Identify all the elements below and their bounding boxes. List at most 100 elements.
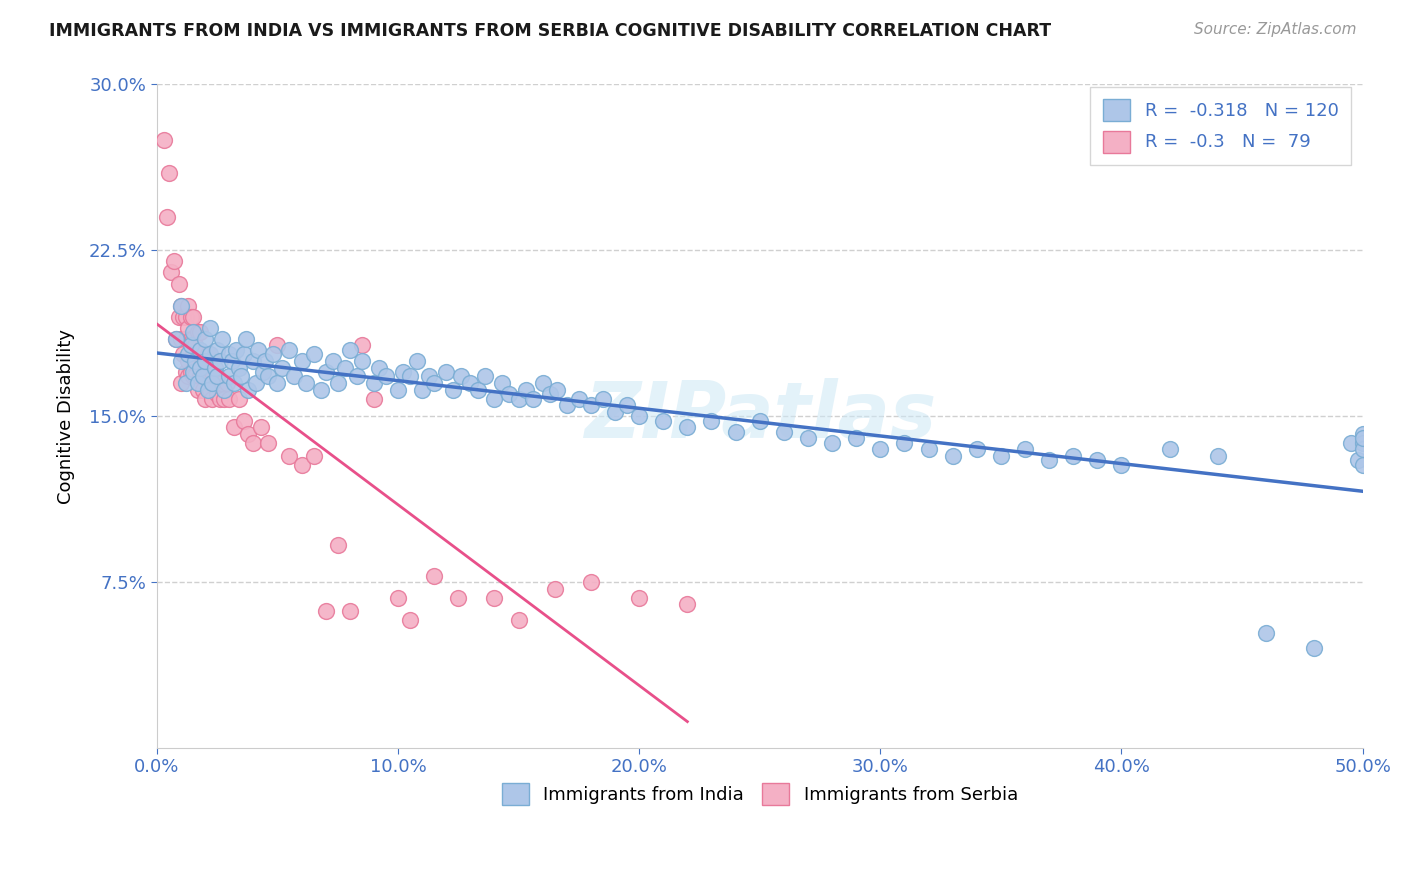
Point [399, 369, 422, 384]
Point [188, 347, 211, 361]
Point [603, 405, 626, 419]
Point [942, 449, 965, 463]
Point [197, 383, 219, 397]
Point [447, 591, 470, 605]
Point [271, 360, 294, 375]
Point [181, 332, 204, 346]
Point [214, 383, 236, 397]
Point [177, 347, 200, 361]
Point [411, 383, 433, 397]
Point [363, 376, 385, 390]
Point [225, 343, 247, 357]
Point [157, 166, 180, 180]
Point [197, 347, 219, 361]
Point [188, 343, 211, 357]
Point [546, 383, 568, 397]
Text: Source: ZipAtlas.com: Source: ZipAtlas.com [1194, 22, 1357, 37]
Point [153, 133, 176, 147]
Point [333, 360, 356, 375]
Point [218, 369, 240, 384]
Point [177, 369, 200, 384]
Point [363, 392, 385, 406]
Point [187, 376, 209, 390]
Point [1159, 442, 1181, 457]
Point [205, 387, 228, 401]
Point [198, 360, 221, 375]
Point [399, 613, 422, 627]
Point [232, 414, 254, 428]
Point [367, 360, 389, 375]
Point [628, 409, 651, 424]
Point [187, 347, 209, 361]
Point [266, 376, 288, 390]
Point [374, 369, 396, 384]
Point [198, 383, 221, 397]
Point [170, 299, 193, 313]
Point [326, 376, 349, 390]
Point [184, 338, 207, 352]
Point [222, 420, 245, 434]
Point [242, 354, 264, 368]
Point [254, 354, 277, 368]
Point [423, 376, 446, 390]
Point [194, 392, 217, 406]
Point [474, 369, 496, 384]
Point [167, 310, 190, 324]
Point [170, 332, 193, 346]
Point [966, 442, 988, 457]
Point [845, 431, 868, 445]
Point [197, 369, 219, 384]
Point [302, 347, 325, 361]
Point [346, 369, 368, 384]
Point [174, 376, 197, 390]
Point [392, 365, 415, 379]
Point [797, 431, 820, 445]
Point [592, 392, 614, 406]
Point [498, 387, 520, 401]
Point [387, 591, 409, 605]
Point [208, 354, 231, 368]
Point [184, 369, 207, 384]
Point [1062, 449, 1084, 463]
Point [1038, 453, 1060, 467]
Point [256, 435, 278, 450]
Point [652, 414, 675, 428]
Point [198, 320, 221, 334]
Point [1256, 626, 1278, 640]
Point [821, 435, 844, 450]
Point [484, 392, 506, 406]
Point [484, 591, 506, 605]
Point [315, 365, 337, 379]
Point [1347, 453, 1369, 467]
Point [1351, 426, 1374, 441]
Point [579, 575, 602, 590]
Point [990, 449, 1012, 463]
Point [238, 383, 260, 397]
Point [163, 254, 186, 268]
Point [177, 299, 200, 313]
Point [460, 376, 482, 390]
Point [245, 376, 267, 390]
Point [191, 369, 214, 384]
Point [1111, 458, 1133, 472]
Point [1014, 442, 1036, 457]
Point [443, 383, 465, 397]
Point [204, 360, 226, 375]
Point [174, 332, 197, 346]
Point [326, 537, 349, 551]
Point [177, 354, 200, 368]
Point [628, 591, 651, 605]
Point [218, 392, 240, 406]
Point [418, 369, 440, 384]
Point [201, 392, 224, 406]
Point [295, 376, 318, 390]
Point [579, 398, 602, 412]
Point [231, 369, 253, 384]
Point [1085, 453, 1108, 467]
Point [211, 376, 233, 390]
Point [290, 458, 312, 472]
Point [700, 414, 723, 428]
Point [1206, 449, 1229, 463]
Point [350, 338, 373, 352]
Point [174, 365, 197, 379]
